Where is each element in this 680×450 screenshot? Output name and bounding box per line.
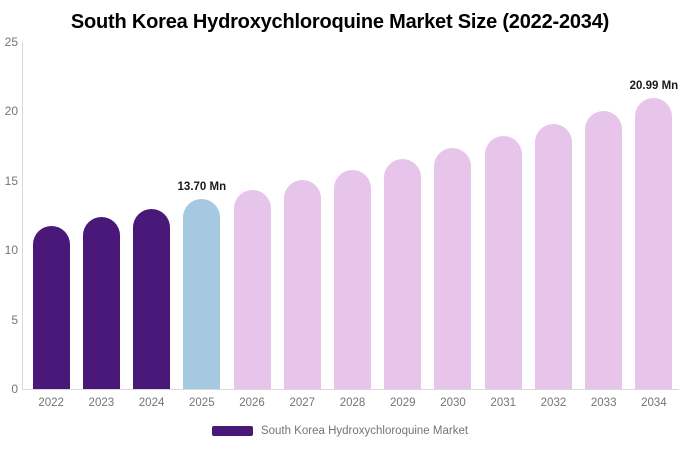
legend[interactable]: South Korea Hydroxychloroquine Market <box>0 425 680 437</box>
bar-2029[interactable] <box>384 159 422 389</box>
bar-2024[interactable] <box>133 209 171 389</box>
bar-slot-2030 <box>428 42 478 389</box>
bar-2023[interactable] <box>82 216 120 389</box>
bar-slot-2023 <box>76 42 126 389</box>
y-tick-20: 20 <box>4 104 18 119</box>
y-tick-25: 25 <box>4 35 18 49</box>
x-tick-2030: 2030 <box>440 397 466 409</box>
bar-2025[interactable] <box>183 198 221 389</box>
bar-slot-2024 <box>126 42 176 389</box>
bar-slot-2031 <box>478 42 528 389</box>
bar-slot-2022 <box>26 42 76 389</box>
bar-slot-2025: 13.70 Mn <box>177 42 227 389</box>
x-tick-2028: 2028 <box>339 397 366 409</box>
x-tick-2032: 2032 <box>540 397 567 409</box>
bar-slot-2029 <box>378 42 428 389</box>
bar-2026[interactable] <box>233 189 271 389</box>
x-tick-2033: 2033 <box>590 397 617 409</box>
x-tick-2026: 2026 <box>239 397 265 409</box>
bar-2030[interactable] <box>434 148 472 389</box>
legend-swatch <box>211 426 253 436</box>
bar-slot-2032 <box>528 42 578 389</box>
bar-2028[interactable] <box>334 169 372 389</box>
legend-label: South Korea Hydroxychloroquine Market <box>260 425 469 437</box>
bar-2022[interactable] <box>32 225 70 389</box>
x-tick-2025: 2025 <box>189 397 215 409</box>
y-axis-line <box>22 42 23 389</box>
bar-slot-2026 <box>227 42 277 389</box>
bar-2034[interactable] <box>635 97 673 389</box>
x-tick-2031: 2031 <box>490 397 517 409</box>
x-axis-line <box>22 389 679 390</box>
y-tick-15: 15 <box>4 173 18 188</box>
bar-2032[interactable] <box>534 124 572 389</box>
x-tick-2024: 2024 <box>138 397 165 409</box>
data-label-2025: 13.70 Mn <box>177 180 227 193</box>
y-tick-0: 0 <box>11 382 18 396</box>
y-tick-5: 5 <box>11 312 18 327</box>
plot-area: 13.70 Mn 20.99 Mn <box>26 42 679 389</box>
bar-slot-2033 <box>579 42 629 389</box>
x-tick-2034: 2034 <box>641 397 667 409</box>
bar-slot-2028 <box>327 42 377 389</box>
data-label-2034: 20.99 Mn <box>629 79 679 92</box>
x-tick-2027: 2027 <box>289 397 316 409</box>
bar-slot-2027 <box>277 42 327 389</box>
bar-2027[interactable] <box>283 179 321 389</box>
x-axis-labels: 2022 2023 2024 2025 2026 2027 2028 2029 2030 2031… <box>26 397 679 409</box>
bar-2031[interactable] <box>484 136 522 389</box>
bar-slot-2034: 20.99 Mn <box>629 42 679 389</box>
x-tick-2023: 2023 <box>88 397 115 409</box>
y-tick-10: 10 <box>4 243 18 258</box>
x-tick-2029: 2029 <box>389 397 416 409</box>
bar-2033[interactable] <box>585 111 623 389</box>
chart-title: South Korea Hydroxychloroquine Market Si… <box>70 11 610 33</box>
x-tick-2022: 2022 <box>38 397 64 409</box>
